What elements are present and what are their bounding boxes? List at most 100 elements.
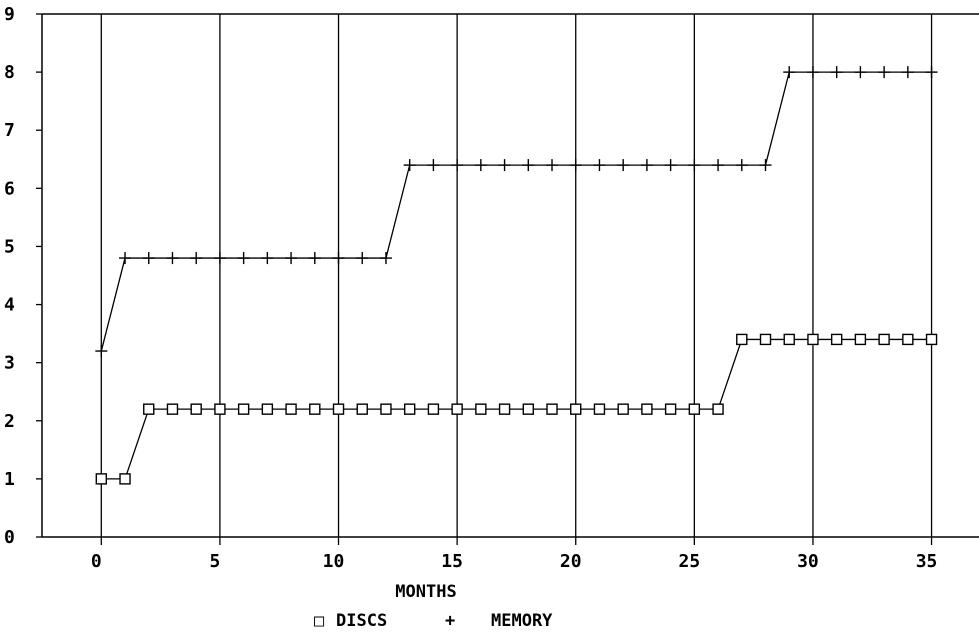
point-discs-31: [830, 333, 843, 346]
point-memory-0: [95, 345, 108, 358]
point-discs-29: [783, 333, 795, 346]
point-memory-12: [379, 252, 392, 265]
point-memory-33: [878, 66, 891, 79]
y-tick-label-3: 3: [4, 353, 15, 374]
point-memory-9: [308, 252, 321, 265]
point-memory-28: [759, 159, 772, 172]
y-tick-label-2: 2: [4, 411, 15, 432]
y-axis: 0 1 2 3 4 5 6 7 8 9: [4, 4, 42, 548]
point-memory-32: [854, 66, 867, 79]
point-memory-20: [569, 159, 582, 172]
vertical-gridlines: [100, 14, 933, 537]
point-discs-26: [712, 403, 724, 415]
point-memory-15: [451, 159, 464, 172]
point-discs-1: [119, 473, 131, 485]
point-discs-17: [498, 403, 511, 415]
point-memory-16: [474, 159, 487, 172]
point-memory-18: [522, 159, 535, 172]
point-memory-26: [712, 159, 725, 172]
y-tick-label-8: 8: [4, 62, 15, 83]
point-discs-7: [261, 403, 274, 415]
point-discs-4: [190, 403, 202, 415]
series-line-discs: [101, 338, 932, 480]
point-memory-30: [806, 66, 819, 79]
point-memory-6: [237, 252, 250, 265]
point-discs-5: [214, 403, 226, 415]
point-memory-21: [593, 159, 606, 172]
x-axis-title: MONTHS: [395, 582, 456, 602]
point-discs-15: [451, 403, 463, 415]
point-memory-14: [427, 159, 440, 172]
point-memory-22: [617, 159, 630, 172]
point-discs-24: [664, 403, 677, 415]
point-memory-29: [783, 66, 796, 79]
point-memory-24: [664, 159, 677, 172]
point-memory-34: [901, 66, 914, 79]
x-tick-label-0: 0: [91, 551, 102, 572]
legend-label-memory: MEMORY: [491, 611, 553, 631]
point-memory-11: [356, 252, 369, 265]
y-tick-label-9: 9: [4, 4, 15, 25]
point-discs-18: [522, 403, 534, 415]
point-discs-3: [166, 403, 179, 415]
point-memory-7: [261, 252, 274, 265]
point-discs-33: [878, 333, 890, 346]
point-memory-10: [332, 252, 345, 265]
point-discs-21: [593, 403, 606, 415]
point-memory-23: [640, 159, 653, 172]
x-tick-label-25: 25: [678, 551, 700, 572]
point-memory-3: [166, 252, 179, 265]
point-discs-14: [427, 403, 440, 415]
point-discs-16: [475, 403, 487, 415]
point-memory-2: [142, 252, 155, 265]
point-discs-25: [688, 403, 701, 415]
point-discs-10: [332, 403, 345, 415]
x-tick-label-5: 5: [209, 551, 220, 572]
y-tick-label-7: 7: [4, 120, 15, 141]
x-tick-label-20: 20: [560, 551, 582, 572]
point-memory-13: [403, 159, 416, 172]
legend-symbol-discs: □: [314, 611, 325, 631]
point-discs-32: [854, 333, 867, 346]
point-discs-28: [759, 333, 772, 346]
point-memory-8: [285, 252, 298, 265]
x-axis: 0 5 10 15 20 25 30 35: [91, 537, 938, 572]
x-tick-label-35: 35: [916, 551, 938, 572]
y-tick-label-0: 0: [4, 527, 15, 548]
point-memory-27: [735, 159, 748, 172]
x-tick-label-30: 30: [797, 551, 819, 572]
point-discs-13: [403, 403, 416, 415]
x-tick-label-10: 10: [323, 551, 345, 572]
point-discs-22: [617, 403, 629, 415]
point-memory-35: [925, 66, 938, 79]
point-discs-23: [641, 403, 653, 415]
point-discs-2: [143, 403, 155, 415]
point-memory-17: [498, 159, 511, 172]
y-tick-label-4: 4: [4, 295, 15, 316]
y-tick-label-1: 1: [4, 469, 15, 490]
point-discs-19: [546, 403, 558, 415]
legend: □ DISCS + MEMORY: [314, 611, 553, 631]
y-tick-label-6: 6: [4, 178, 15, 199]
point-discs-6: [237, 403, 250, 415]
point-memory-25: [688, 159, 701, 172]
series-group: [95, 66, 938, 485]
point-memory-4: [190, 252, 203, 265]
point-discs-30: [807, 333, 819, 346]
point-discs-9: [309, 403, 321, 415]
point-memory-19: [546, 159, 559, 172]
legend-symbol-memory: +: [445, 611, 455, 631]
y-tick-label-5: 5: [4, 236, 15, 257]
point-memory-31: [830, 66, 843, 79]
point-discs-35: [925, 333, 938, 346]
plot-frame: [41, 13, 979, 538]
point-memory-1: [119, 252, 132, 265]
point-discs-12: [380, 403, 392, 415]
point-discs-20: [570, 403, 582, 415]
point-discs-27: [736, 333, 748, 346]
point-memory-5: [213, 252, 226, 265]
point-discs-8: [285, 403, 297, 415]
x-tick-label-15: 15: [441, 551, 463, 572]
point-discs-0: [95, 473, 108, 485]
